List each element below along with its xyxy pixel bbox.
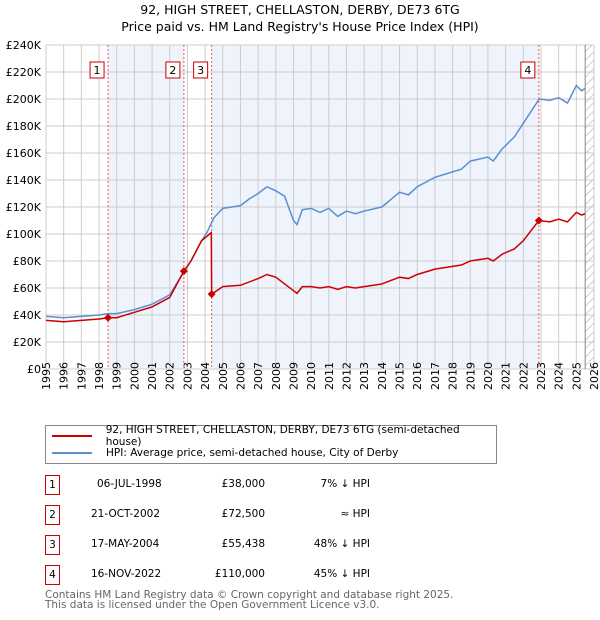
sale-hpi-diff: 7% ↓ HPI xyxy=(320,478,370,490)
y-tick-label: £0 xyxy=(27,363,41,376)
legend-swatch-blue xyxy=(52,452,92,454)
sale-date: 17-MAY-2004 xyxy=(91,538,160,550)
chart-subtitle: Price paid vs. HM Land Registry's House … xyxy=(121,19,479,34)
legend: 92, HIGH STREET, CHELLASTON, DERBY, DE73… xyxy=(45,424,497,464)
legend-swatch-red xyxy=(52,435,92,437)
x-tick-label: 2022 xyxy=(517,362,530,390)
x-tick-label: 2010 xyxy=(305,362,318,390)
x-tick-label: 2003 xyxy=(181,362,194,390)
sale-marker xyxy=(179,267,188,276)
sale-date: 06-JUL-1998 xyxy=(97,478,162,490)
sale-number: 3 xyxy=(45,535,60,555)
x-tick-label: 2007 xyxy=(252,362,265,390)
x-tick-label: 2012 xyxy=(341,362,354,390)
y-tick-label: £20K xyxy=(13,336,42,349)
x-tick-label: 1995 xyxy=(40,362,53,390)
y-tick-label: £200K xyxy=(6,93,42,106)
chart-title: 92, HIGH STREET, CHELLASTON, DERBY, DE73… xyxy=(140,2,460,17)
y-tick-label: £60K xyxy=(13,282,42,295)
x-tick-label: 1999 xyxy=(111,362,124,390)
sale-row: 1 06-JUL-1998 £38,000 7% ↓ HPI xyxy=(45,475,465,495)
footer-line1: Contains HM Land Registry data © Crown c… xyxy=(45,589,454,601)
x-tick-label: 2020 xyxy=(482,362,495,390)
x-tick-label: 2019 xyxy=(464,362,477,390)
plot-area: 1995 1996 1997 1998 1999 2000 2001 2002 2003 2004… xyxy=(6,39,600,390)
y-tick-label: £40K xyxy=(13,309,42,322)
sale-number: 4 xyxy=(45,565,60,585)
sale-row: 3 17-MAY-2004 £55,438 48% ↓ HPI xyxy=(45,535,465,555)
sale-row: 4 16-NOV-2022 £110,000 45% ↓ HPI xyxy=(45,565,465,585)
sale-marker xyxy=(534,216,543,225)
sale-date: 16-NOV-2022 xyxy=(91,568,162,580)
x-tick-label: 2024 xyxy=(553,362,566,390)
x-tick-label: 2018 xyxy=(447,362,460,390)
sale-price: £110,000 xyxy=(214,568,265,580)
sale-label: 4 xyxy=(524,64,531,77)
x-tick-label: 2011 xyxy=(323,362,336,390)
y-tick-label: £80K xyxy=(13,255,42,268)
sale-hpi-diff: 48% ↓ HPI xyxy=(313,538,370,550)
sale-price: £72,500 xyxy=(221,508,265,520)
x-tick-label: 2025 xyxy=(570,362,583,390)
price-paid-line xyxy=(45,211,586,323)
sale-label: 1 xyxy=(94,64,101,77)
sale-price: £55,438 xyxy=(221,538,265,550)
footer: Contains HM Land Registry data © Crown c… xyxy=(45,589,454,611)
x-tick-label: 2013 xyxy=(358,362,371,390)
x-tick-label: 2026 xyxy=(588,362,600,390)
x-tick-label: 1998 xyxy=(93,362,106,390)
sale-hpi-diff: 45% ↓ HPI xyxy=(313,568,370,580)
y-tick-label: £100K xyxy=(6,228,42,241)
legend-label: 92, HIGH STREET, CHELLASTON, DERBY, DE73… xyxy=(105,424,460,448)
sale-price: £38,000 xyxy=(221,478,265,490)
x-tick-label: 2000 xyxy=(128,362,141,390)
y-tick-label: £220K xyxy=(6,66,42,79)
legend-item-property: 92, HIGH STREET, CHELLASTON, DERBY, DE73… xyxy=(46,424,496,448)
legend-item-hpi: HPI: Average price, semi-detached house,… xyxy=(46,445,398,461)
x-tick-label: 2023 xyxy=(535,362,548,390)
x-tick-label: 2021 xyxy=(500,362,513,390)
sale-number: 1 xyxy=(45,475,60,495)
sale-label-box xyxy=(193,61,209,79)
sale-label-box xyxy=(89,61,105,79)
x-tick-label: 2017 xyxy=(429,362,442,390)
sale-number: 2 xyxy=(45,505,60,525)
x-tick-label: 2002 xyxy=(164,362,177,390)
sale-label: 3 xyxy=(197,64,204,77)
sale-date: 21-OCT-2002 xyxy=(91,508,160,520)
x-tick-label: 2005 xyxy=(217,362,230,390)
sale-marker xyxy=(207,290,216,299)
y-tick-label: £180K xyxy=(6,120,42,133)
sale-label-box xyxy=(520,61,536,79)
x-tick-label: 2006 xyxy=(234,362,247,390)
y-tick-label: £140K xyxy=(6,174,42,187)
x-tick-label: 2004 xyxy=(199,362,212,390)
y-tick-label: £120K xyxy=(6,201,42,214)
footer-line2: This data is licensed under the Open Gov… xyxy=(45,599,380,611)
sale-label: 2 xyxy=(169,64,176,77)
sale-label-box xyxy=(165,61,181,79)
x-tick-label: 2014 xyxy=(376,362,389,390)
y-tick-label: £160K xyxy=(6,147,42,160)
x-tick-label: 2016 xyxy=(411,362,424,390)
x-tick-label: 2015 xyxy=(394,362,407,390)
sale-hpi-diff: ≈ HPI xyxy=(340,508,370,520)
x-tick-label: 2008 xyxy=(270,362,283,390)
x-tick-label: 2009 xyxy=(287,362,300,390)
sale-marker xyxy=(104,313,113,322)
x-tick-label: 1997 xyxy=(75,362,88,390)
x-tick-label: 1996 xyxy=(58,362,71,390)
y-tick-label: £240K xyxy=(6,39,42,52)
legend-label: HPI: Average price, semi-detached house,… xyxy=(106,447,399,459)
x-tick-label: 2001 xyxy=(146,362,159,390)
sale-row: 2 21-OCT-2002 £72,500 ≈ HPI xyxy=(45,505,465,525)
